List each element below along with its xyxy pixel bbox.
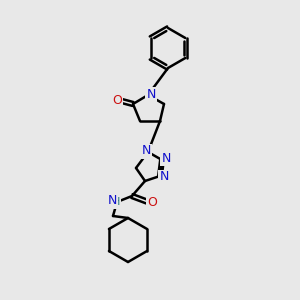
Text: N: N bbox=[159, 170, 169, 184]
Text: N: N bbox=[161, 152, 171, 164]
Text: O: O bbox=[147, 196, 157, 208]
Text: H: H bbox=[112, 197, 120, 207]
Text: N: N bbox=[107, 194, 117, 208]
Text: N: N bbox=[146, 88, 156, 100]
Text: N: N bbox=[141, 145, 151, 158]
Text: O: O bbox=[112, 94, 122, 106]
